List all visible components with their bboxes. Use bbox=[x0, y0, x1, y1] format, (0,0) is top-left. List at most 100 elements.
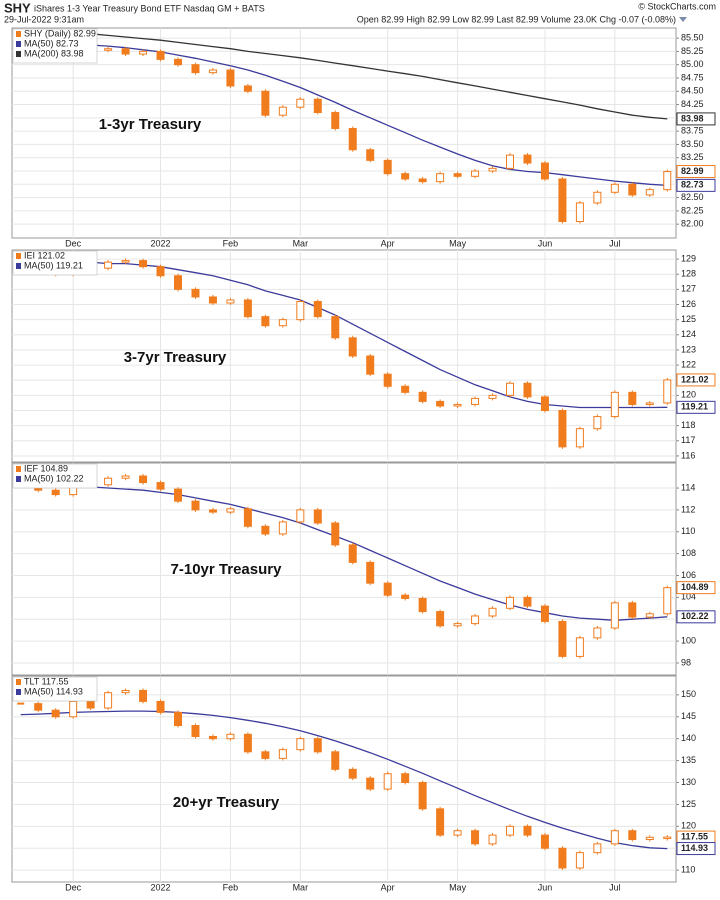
candle bbox=[436, 400, 445, 407]
candle bbox=[506, 154, 514, 169]
y-tick-label: 112 bbox=[681, 504, 695, 514]
candle bbox=[261, 90, 270, 116]
symbol: SHY bbox=[4, 0, 31, 15]
y-tick-label: 116 bbox=[681, 450, 695, 460]
y-tick-label: 129 bbox=[681, 253, 696, 263]
y-tick-label: 120 bbox=[681, 821, 696, 831]
candle bbox=[296, 98, 305, 108]
candle bbox=[436, 173, 445, 183]
candle bbox=[575, 852, 584, 869]
candle bbox=[313, 738, 322, 753]
value-flag bbox=[676, 842, 716, 856]
legend-label: MA(50) 102.22 bbox=[24, 473, 84, 483]
moving-average-line bbox=[20, 710, 668, 850]
value-flag bbox=[676, 373, 716, 387]
y-tick-label: 126 bbox=[681, 299, 696, 309]
value-flag bbox=[676, 165, 716, 179]
candle bbox=[156, 482, 165, 490]
candle bbox=[558, 178, 567, 223]
candle bbox=[488, 394, 497, 399]
legend-label: TLT 117.55 bbox=[24, 676, 69, 686]
candle bbox=[506, 382, 514, 396]
candle bbox=[558, 410, 567, 448]
y-tick-label: 84.50 bbox=[681, 86, 704, 96]
y-tick-label: 85.00 bbox=[681, 59, 704, 69]
x-tick-label: Apr bbox=[381, 238, 395, 248]
candle bbox=[366, 561, 375, 584]
candle bbox=[348, 337, 357, 357]
candle bbox=[593, 627, 602, 639]
candle bbox=[51, 489, 60, 496]
candle bbox=[436, 611, 445, 627]
legend-swatch bbox=[16, 466, 21, 472]
candle bbox=[226, 299, 235, 304]
legend-swatch bbox=[16, 263, 21, 269]
annotation: 1-3yr Treasury bbox=[99, 116, 202, 133]
value-flag bbox=[676, 610, 716, 624]
y-tick-label: 120 bbox=[681, 390, 696, 400]
candle bbox=[593, 416, 602, 430]
y-tick-label: 83.50 bbox=[681, 139, 704, 149]
legend-box bbox=[12, 676, 98, 702]
y-tick-label: 84.25 bbox=[681, 99, 704, 109]
candle bbox=[645, 189, 654, 196]
candle bbox=[191, 725, 200, 737]
value-flag-label: 104.89 bbox=[681, 582, 709, 592]
candle bbox=[575, 428, 584, 448]
y-tick-label: 98 bbox=[681, 657, 691, 667]
legend-swatch bbox=[16, 253, 21, 259]
candle bbox=[348, 544, 357, 563]
y-tick-label: 108 bbox=[681, 548, 696, 558]
moving-average-line bbox=[20, 28, 668, 120]
menu-arrow[interactable] bbox=[679, 17, 687, 22]
legend-label: MA(50) 114.93 bbox=[24, 686, 83, 696]
candle bbox=[593, 191, 602, 204]
candle bbox=[208, 69, 217, 74]
candle bbox=[418, 597, 427, 613]
candle bbox=[436, 808, 445, 836]
legend-swatch bbox=[16, 41, 21, 47]
candle bbox=[348, 127, 357, 151]
candle bbox=[471, 615, 480, 625]
candle bbox=[663, 171, 672, 191]
y-tick-label: 127 bbox=[681, 284, 696, 294]
candle bbox=[418, 391, 427, 402]
candle bbox=[226, 733, 235, 740]
legend-label: MA(50) 82.73 bbox=[24, 38, 79, 48]
legend-box bbox=[12, 463, 98, 489]
candle bbox=[243, 508, 252, 527]
legend-swatch bbox=[16, 51, 21, 57]
candle bbox=[366, 149, 375, 161]
value-flag-label: 82.73 bbox=[681, 180, 704, 190]
x-tick-label: 2022 bbox=[151, 238, 171, 248]
candle bbox=[401, 385, 410, 393]
candle bbox=[348, 768, 357, 779]
value-flag bbox=[676, 581, 716, 595]
legend-label: IEI 121.02 bbox=[24, 250, 65, 260]
candle bbox=[243, 733, 252, 753]
y-tick-label: 83.25 bbox=[681, 152, 704, 162]
candle bbox=[383, 582, 392, 596]
candle bbox=[610, 830, 619, 845]
candle bbox=[453, 623, 462, 627]
copyright: © StockCharts.com bbox=[638, 1, 716, 11]
candle bbox=[331, 316, 340, 339]
candle bbox=[121, 475, 130, 479]
x-tick-label: Jun bbox=[538, 882, 553, 892]
candle bbox=[121, 689, 130, 694]
candle bbox=[610, 391, 619, 418]
quote: Open 82.99 High 82.99 Low 82.99 Last 82.… bbox=[357, 14, 676, 24]
x-tick-label: May bbox=[449, 882, 467, 892]
y-tick-label: 82.50 bbox=[681, 192, 704, 202]
candle bbox=[366, 355, 375, 375]
candle bbox=[383, 373, 392, 387]
y-tick-label: 140 bbox=[681, 733, 696, 743]
candle bbox=[663, 587, 672, 615]
y-tick-label: 110 bbox=[681, 526, 695, 536]
value-flag bbox=[676, 178, 716, 192]
candle bbox=[331, 112, 340, 129]
candle bbox=[104, 48, 113, 51]
x-tick-label: Apr bbox=[381, 882, 395, 892]
candle bbox=[453, 173, 462, 177]
